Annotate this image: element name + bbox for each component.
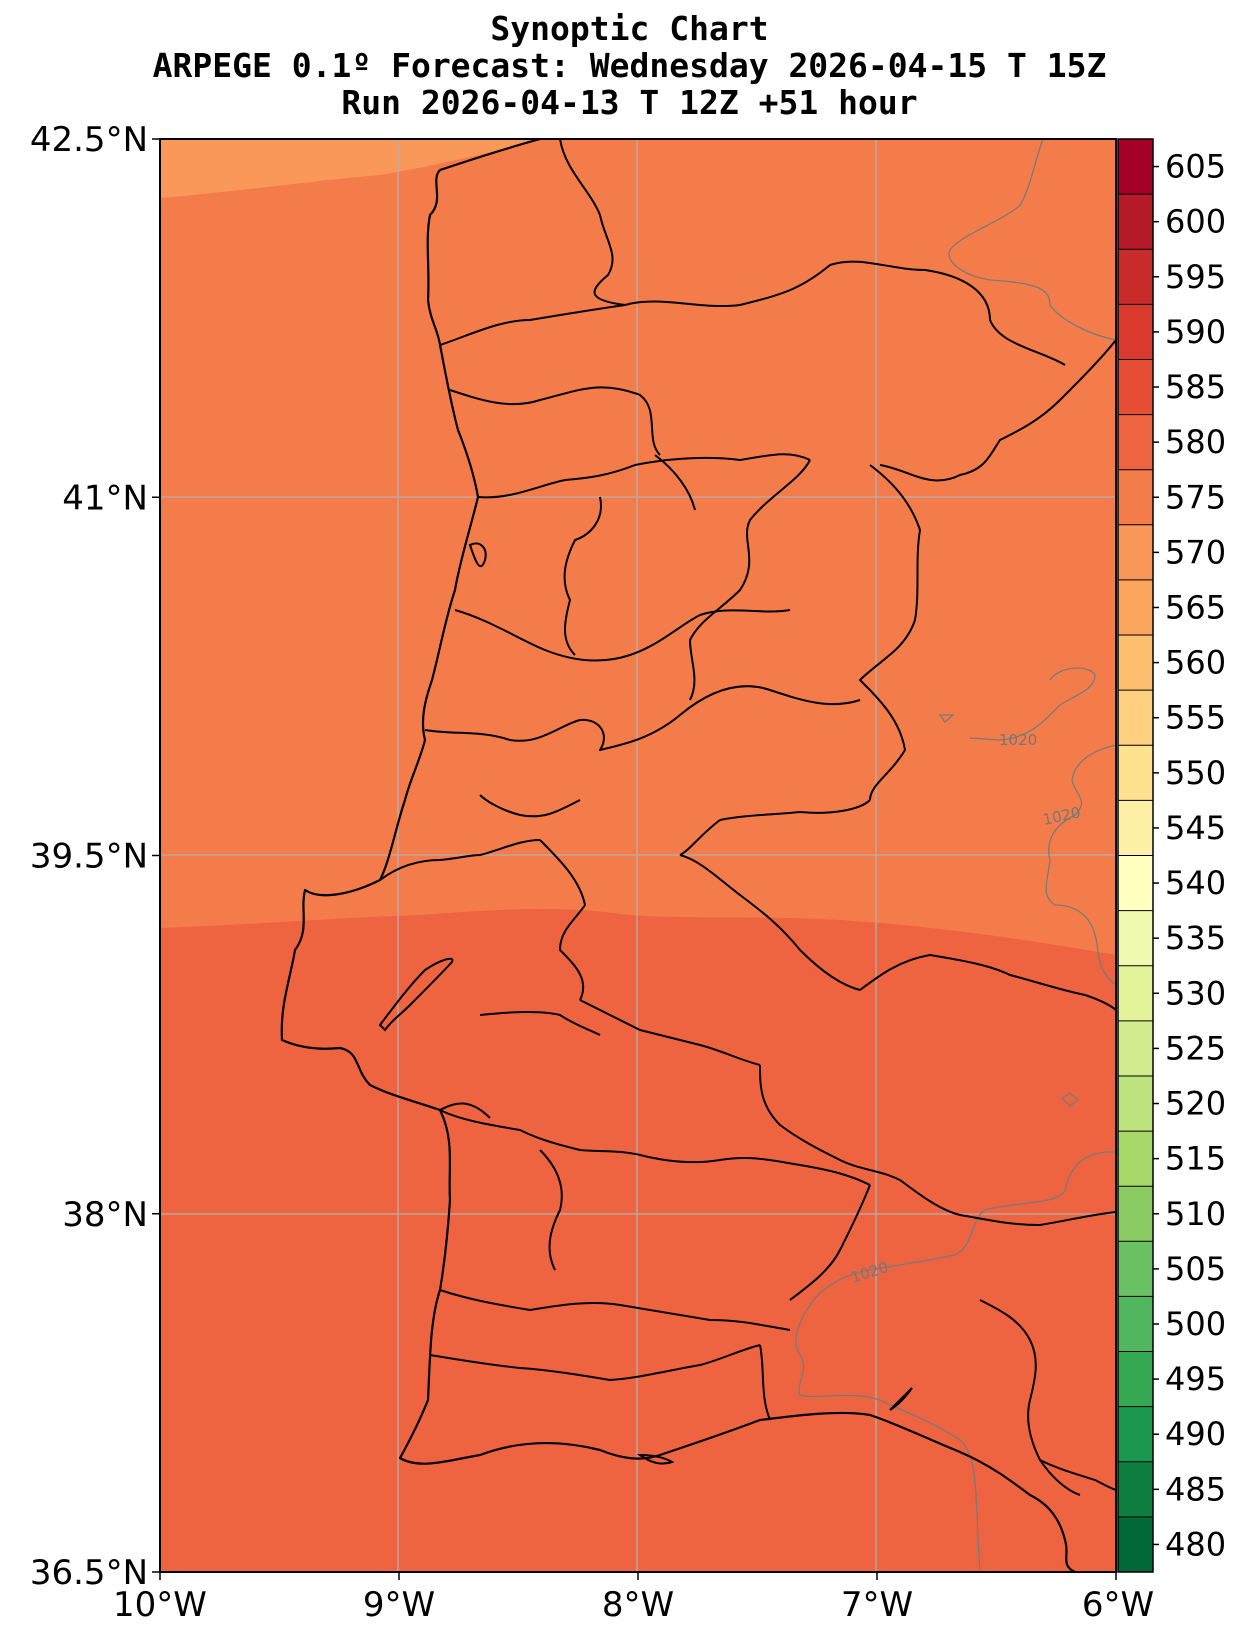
pressure-contours bbox=[795, 139, 1116, 1572]
colorbar-swatch bbox=[1118, 965, 1153, 1022]
title-line-2: ARPEGE 0.1º Forecast: Wednesday 2026-04-… bbox=[152, 46, 1107, 85]
estuary-outline bbox=[636, 1453, 675, 1465]
colorbar-swatch bbox=[1118, 1241, 1153, 1297]
colorbar-swatch bbox=[1118, 635, 1153, 691]
y-tick-label: 41°N bbox=[62, 478, 148, 518]
colorbar-label: 580 bbox=[1165, 423, 1226, 461]
geopotential-band-565-570 bbox=[160, 139, 540, 198]
colorbar-label: 570 bbox=[1165, 533, 1226, 571]
colorbar-swatch bbox=[1118, 524, 1153, 581]
colorbar-swatch bbox=[1118, 1406, 1153, 1463]
colorbar-swatch bbox=[1118, 800, 1153, 856]
x-tick-label: 8°W bbox=[602, 1585, 674, 1625]
colorbar-swatch bbox=[1118, 1186, 1153, 1242]
x-axis: 10°W 9°W 8°W 7°W 6°W bbox=[113, 1572, 1154, 1625]
colorbar-label: 520 bbox=[1165, 1085, 1226, 1123]
colorbar-swatch bbox=[1118, 469, 1153, 526]
colorbar-swatch bbox=[1118, 1075, 1153, 1132]
colorbar-swatch bbox=[1118, 194, 1153, 250]
colorbar-swatch bbox=[1118, 1351, 1153, 1408]
colorbar-label: 555 bbox=[1165, 699, 1226, 737]
colorbar-label: 530 bbox=[1165, 974, 1226, 1012]
colorbar-label: 600 bbox=[1165, 203, 1226, 241]
colorbar-label: 590 bbox=[1165, 313, 1226, 351]
colorbar-label: 490 bbox=[1165, 1415, 1226, 1453]
colorbar-label: 480 bbox=[1165, 1525, 1226, 1563]
x-tick-label: 10°W bbox=[113, 1585, 207, 1625]
geopotential-band-575-580 bbox=[160, 909, 1116, 1572]
estuary-outline bbox=[378, 957, 454, 1032]
colorbar-swatch bbox=[1118, 745, 1153, 801]
colorbar: 480 485 490 495 500 505 510 515 520 525 530 535 540 5… bbox=[1117, 138, 1226, 1573]
colorbar-label: 505 bbox=[1165, 1250, 1226, 1288]
chart-title: Synoptic Chart ARPEGE 0.1º Forecast: Wed… bbox=[0, 10, 1259, 121]
y-tick-label: 36.5°N bbox=[30, 1553, 148, 1593]
colorbar-swatch bbox=[1118, 139, 1153, 195]
colorbar-swatch bbox=[1118, 304, 1153, 360]
colorbar-label: 550 bbox=[1165, 754, 1226, 792]
colorbar-label: 540 bbox=[1165, 864, 1226, 902]
colorbar-swatch bbox=[1118, 1516, 1153, 1573]
colorbar-frame bbox=[1117, 138, 1154, 1573]
colorbar-swatch bbox=[1118, 690, 1153, 746]
coastline bbox=[280, 139, 1076, 1572]
colorbar-label: 565 bbox=[1165, 588, 1226, 626]
colorbar-label: 515 bbox=[1165, 1140, 1226, 1178]
colorbar-label: 500 bbox=[1165, 1305, 1226, 1343]
x-tick-label: 7°W bbox=[841, 1585, 913, 1625]
region-borders bbox=[379, 139, 1116, 1496]
y-tick-label: 39.5°N bbox=[30, 837, 148, 877]
title-line-3: Run 2026-04-13 T 12Z +51 hour bbox=[341, 83, 918, 122]
colorbar-label: 595 bbox=[1165, 258, 1226, 296]
colorbar-swatch bbox=[1118, 359, 1153, 416]
colorbar-swatch bbox=[1118, 1296, 1153, 1353]
colorbar-swatch bbox=[1118, 1020, 1153, 1077]
colorbar-swatch bbox=[1118, 414, 1153, 471]
colorbar-swatch bbox=[1118, 579, 1153, 636]
colorbar-label: 545 bbox=[1165, 809, 1226, 847]
contour-label-1020: 1020 bbox=[999, 731, 1037, 749]
colorbar-swatch bbox=[1118, 855, 1153, 912]
aveiro-lagoon bbox=[468, 542, 487, 568]
map-plot-area: 1020 1020 1020 bbox=[160, 139, 1116, 1572]
colorbar-label: 485 bbox=[1165, 1470, 1226, 1508]
estuary-outline bbox=[889, 1387, 913, 1411]
colorbar-label: 535 bbox=[1165, 919, 1226, 957]
colorbar-label: 510 bbox=[1165, 1195, 1226, 1233]
title-line-1: Synoptic Chart bbox=[490, 9, 769, 48]
colorbar-label: 525 bbox=[1165, 1029, 1226, 1067]
colorbar-label: 575 bbox=[1165, 478, 1226, 516]
colorbar-label: 605 bbox=[1165, 148, 1226, 186]
x-tick-label: 6°W bbox=[1082, 1585, 1154, 1625]
colorbar-label: 495 bbox=[1165, 1360, 1226, 1398]
colorbar-swatch bbox=[1118, 1461, 1153, 1518]
colorbar-label: 560 bbox=[1165, 644, 1226, 682]
y-tick-label: 38°N bbox=[62, 1195, 148, 1235]
estuary-outline bbox=[439, 1102, 491, 1119]
colorbar-label: 585 bbox=[1165, 368, 1226, 406]
colorbar-swatch bbox=[1118, 249, 1153, 305]
colorbar-swatch bbox=[1118, 910, 1153, 967]
gridlines bbox=[160, 139, 1116, 1572]
x-tick-label: 9°W bbox=[363, 1585, 435, 1625]
y-tick-label: 42.5°N bbox=[30, 120, 148, 160]
y-axis: 36.5°N 38°N 39.5°N 41°N 42.5°N bbox=[30, 120, 160, 1593]
colorbar-swatch bbox=[1118, 1131, 1153, 1187]
